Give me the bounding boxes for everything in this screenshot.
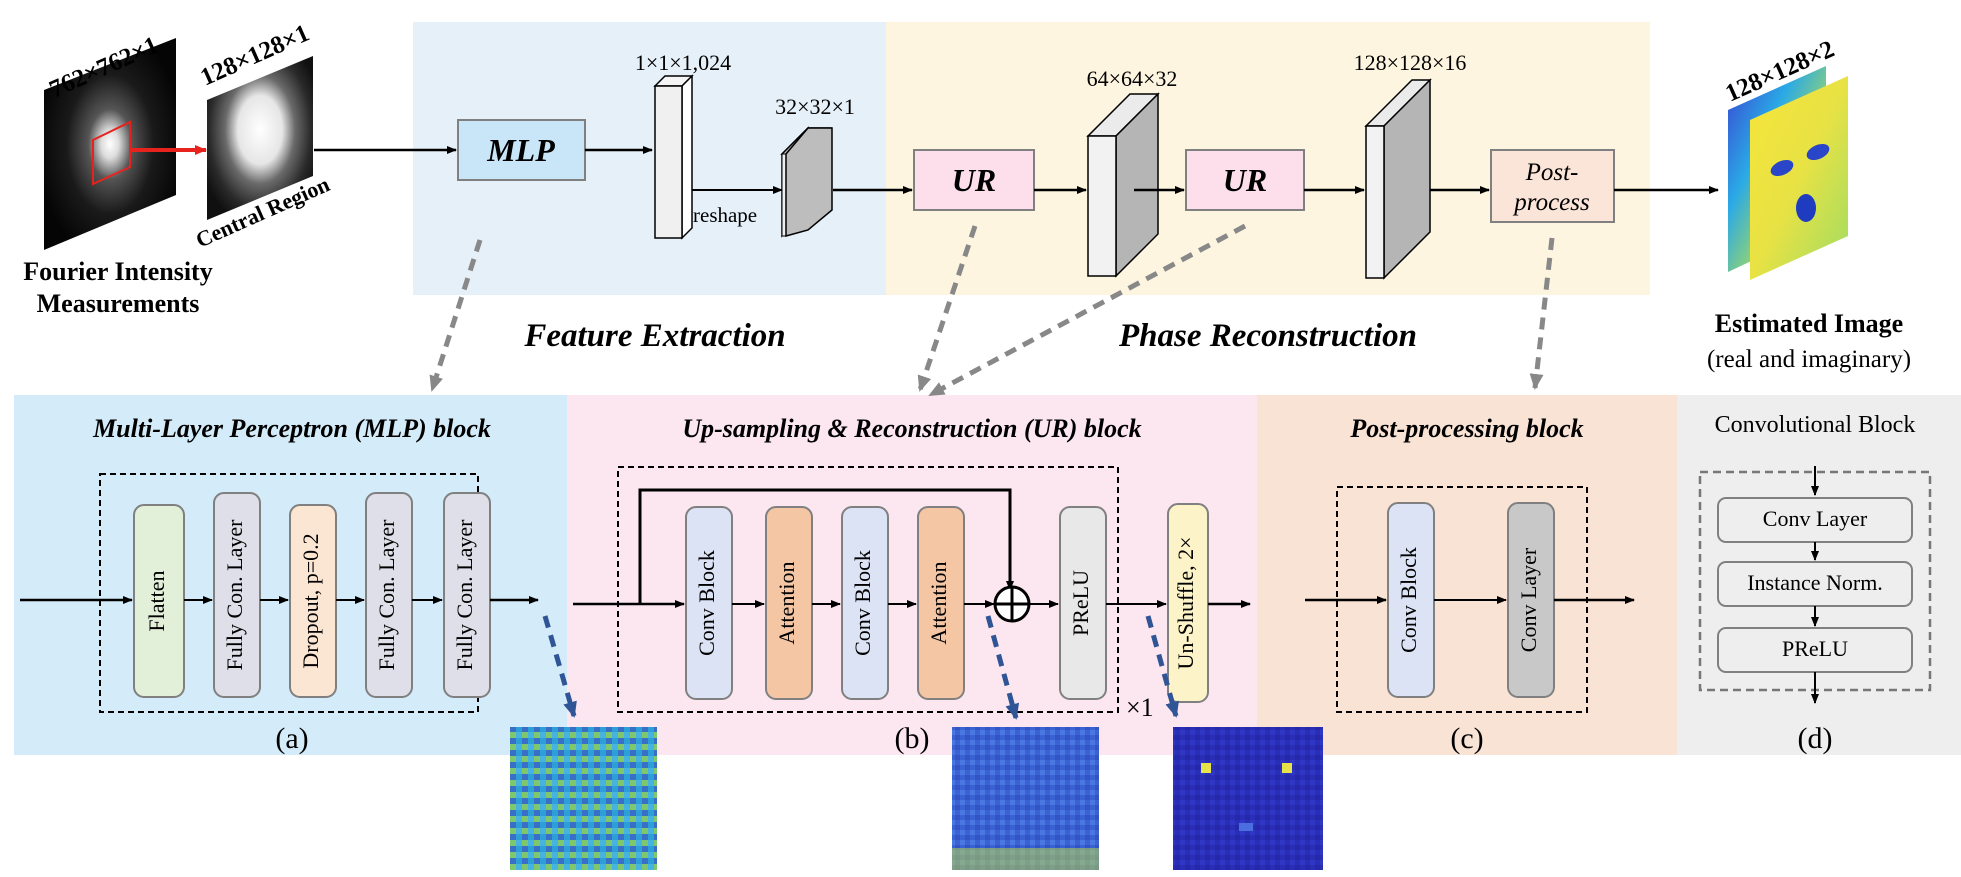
svg-text:Conv Block: Conv Block [850,550,875,656]
central-region-image [207,56,313,220]
feature-64x64x32-block [1086,92,1160,278]
mlp-panel-title: Multi-Layer Perceptron (MLP) block [92,414,491,443]
svg-text:Conv Layer: Conv Layer [1763,506,1868,531]
svg-text:Dropout, p=0.2: Dropout, p=0.2 [298,533,323,668]
conv-panel-title: Convolutional Block [1715,412,1916,438]
ur-repeat-label: ×1 [1126,693,1154,722]
layer-flatten: Flatten [133,504,185,698]
svg-text:PReLU: PReLU [1068,570,1093,636]
estimated-image-output [1728,66,1848,280]
svg-text:Un-Shuffle, 2×: Un-Shuffle, 2× [1173,537,1198,670]
estimated-image-title: Estimated Image [1715,309,1903,338]
svg-text:Conv Block: Conv Block [1396,547,1421,653]
phase-reconstruction-label: Phase Reconstruction [1118,318,1417,354]
input-caption-line2: Measurements [37,289,200,318]
feature-extraction-label: Feature Extraction [523,318,785,354]
link-ur1-to-panel [917,225,978,392]
panel-d-label: (d) [1798,722,1833,755]
panel-c-label: (c) [1450,722,1483,755]
ur-panel [567,395,1257,755]
estimated-image-subtitle: (real and imaginary) [1707,346,1911,373]
layer-conv-prelu: PReLU [1717,627,1913,673]
svg-text:Conv Layer: Conv Layer [1516,547,1541,652]
ur-box-1-label: UR [952,162,996,198]
feature-map-ur-output [1173,727,1323,870]
layer-conv-block-1: Conv Block [685,506,733,700]
layer-prelu: PReLU [1059,506,1107,700]
ur-box-2 [1185,149,1305,211]
panel-b-label: (b) [895,722,930,755]
mlp-box-label: MLP [486,132,555,168]
mlp-dashed-frame [99,473,479,713]
svg-text:Fully Con. Layer: Fully Con. Layer [222,519,247,671]
layer-conv-block-2: Conv Block [841,506,889,700]
layer-fully-connected-3: Fully Con. Layer [443,492,491,698]
map-32x32x1-block [780,126,833,238]
post-panel [1257,395,1677,755]
layer-dropout: Dropout, p=0.2 [289,504,337,698]
svg-text:PReLU: PReLU [1782,636,1848,661]
tap-mlp-output [542,615,577,718]
reshape-label: reshape [693,203,757,227]
svg-text:Fully Con. Layer: Fully Con. Layer [452,519,477,671]
layer-instance-norm: Instance Norm. [1717,561,1913,607]
post-process-box [1490,149,1615,223]
layer-fully-connected-1: Fully Con. Layer [213,492,261,698]
feature-128x128x16-block [1364,78,1432,280]
layer-unshuffle: Un-Shuffle, 2× [1167,503,1209,703]
layer-post-conv-layer: Conv Layer [1507,502,1555,698]
post-process-line2: process [1512,189,1589,216]
ur-panel-title: Up-sampling & Reconstruction (UR) block [682,414,1141,443]
post-process-line1: Post- [1525,159,1579,186]
link-post-to-panel [1529,237,1555,390]
residual-skip [638,488,1014,604]
dim-32x32x1-label: 32×32×1 [775,94,855,119]
svg-text:Instance Norm.: Instance Norm. [1747,570,1883,595]
svg-text:Flatten: Flatten [144,570,169,631]
residual-add-icon [993,585,1031,623]
svg-text:Conv Block: Conv Block [694,550,719,656]
feature-map-mlp [510,727,657,870]
panel-a-label: (a) [275,722,308,755]
tap-ur-output [1145,615,1179,718]
ur-dashed-frame [617,466,1119,713]
input-caption-line1: Fourier Intensity [23,257,212,286]
svg-text:Attention: Attention [926,561,951,644]
svg-text:Fully Con. Layer: Fully Con. Layer [374,519,399,671]
fourier-intensity-image [44,38,176,250]
layer-fully-connected-2: Fully Con. Layer [365,492,413,698]
layer-conv-layer: Conv Layer [1717,497,1913,543]
dim-1x1x1024-label: 1×1×1,024 [635,50,731,75]
layer-attention-2: Attention [917,506,965,700]
link-mlp-to-panel [429,239,483,392]
feature-map-attention [952,727,1099,870]
post-panel-title: Post-processing block [1349,414,1583,443]
tap-ur-attention [985,615,1020,720]
layer-attention-1: Attention [765,506,813,700]
svg-text:Attention: Attention [774,561,799,644]
ur-box-1 [913,149,1035,211]
layer-post-conv-block: Conv Block [1387,502,1435,698]
dim-128x128x16-label: 128×128×16 [1354,50,1467,75]
vector-1x1x1024-block [653,74,694,240]
dim-64x64x32-label: 64×64×32 [1087,66,1178,91]
ur-box-2-label: UR [1223,162,1267,198]
